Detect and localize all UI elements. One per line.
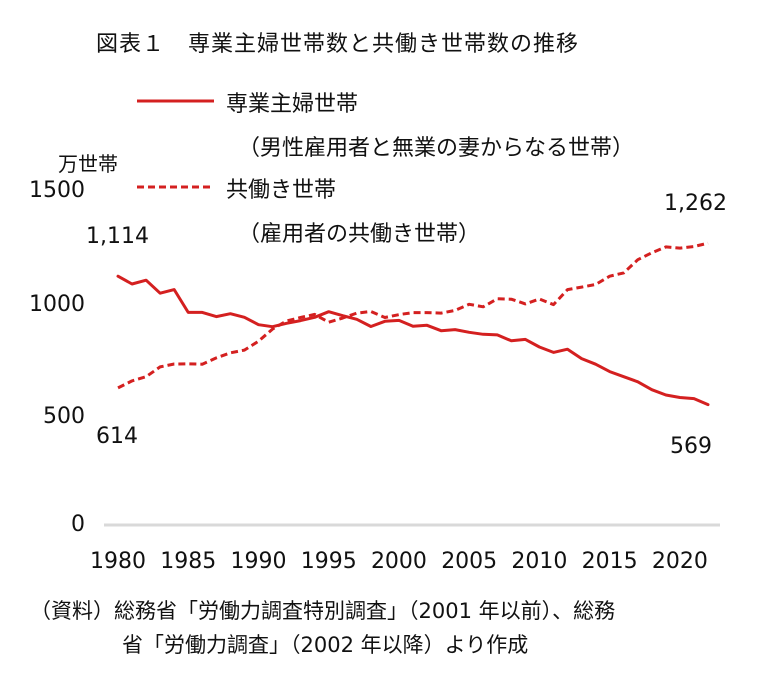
x-tick-label-2005: 2005	[441, 549, 497, 574]
legend-label-dual-income: 共働き世帯	[226, 178, 337, 203]
source-note: （資料）総務省「労働力調査特別調査」（2001 年以前）、総務 省「労働力調査」…	[30, 594, 760, 662]
dual-income-start-label: 614	[96, 424, 138, 449]
housewife-end-label: 569	[670, 434, 712, 459]
series-line-dual-income	[117, 241, 709, 390]
source-note-line-2: 省「労働力調査」（2002 年以降）より作成	[122, 633, 529, 657]
x-tick-label-2000: 2000	[371, 549, 427, 574]
x-tick-label-1985: 1985	[160, 549, 216, 574]
chart-title: 図表１ 専業主婦世帯数と共働き世帯数の推移	[96, 32, 580, 57]
legend-note-housewife: （男性雇用者と無業の妻からなる世帯）	[238, 136, 635, 161]
source-note-line-1: （資料）総務省「労働力調査特別調査」（2001 年以前）、総務	[30, 599, 616, 623]
dual-income-end-label: 1,262	[664, 191, 727, 216]
legend-note-dual-income: （雇用者の共働き世帯）	[238, 222, 481, 247]
y-tick-label-500: 500	[43, 404, 85, 429]
y-tick-label-1500: 1500	[29, 178, 85, 203]
housewife-start-label: 1,114	[86, 224, 149, 249]
x-tick-label-1995: 1995	[301, 549, 357, 574]
x-tick-label-2020: 2020	[652, 549, 708, 574]
y-tick-label-1000: 1000	[29, 292, 85, 317]
x-tick-label-2010: 2010	[511, 549, 567, 574]
series-line-housewife	[116, 274, 710, 407]
x-tick-label-1980: 1980	[90, 549, 146, 574]
y-axis-unit-label: 万世帯	[58, 152, 118, 176]
x-tick-label-2015: 2015	[582, 549, 638, 574]
x-tick-label-1990: 1990	[230, 549, 286, 574]
legend-label-housewife: 専業主婦世帯	[226, 92, 359, 117]
y-tick-label-0: 0	[71, 512, 85, 537]
